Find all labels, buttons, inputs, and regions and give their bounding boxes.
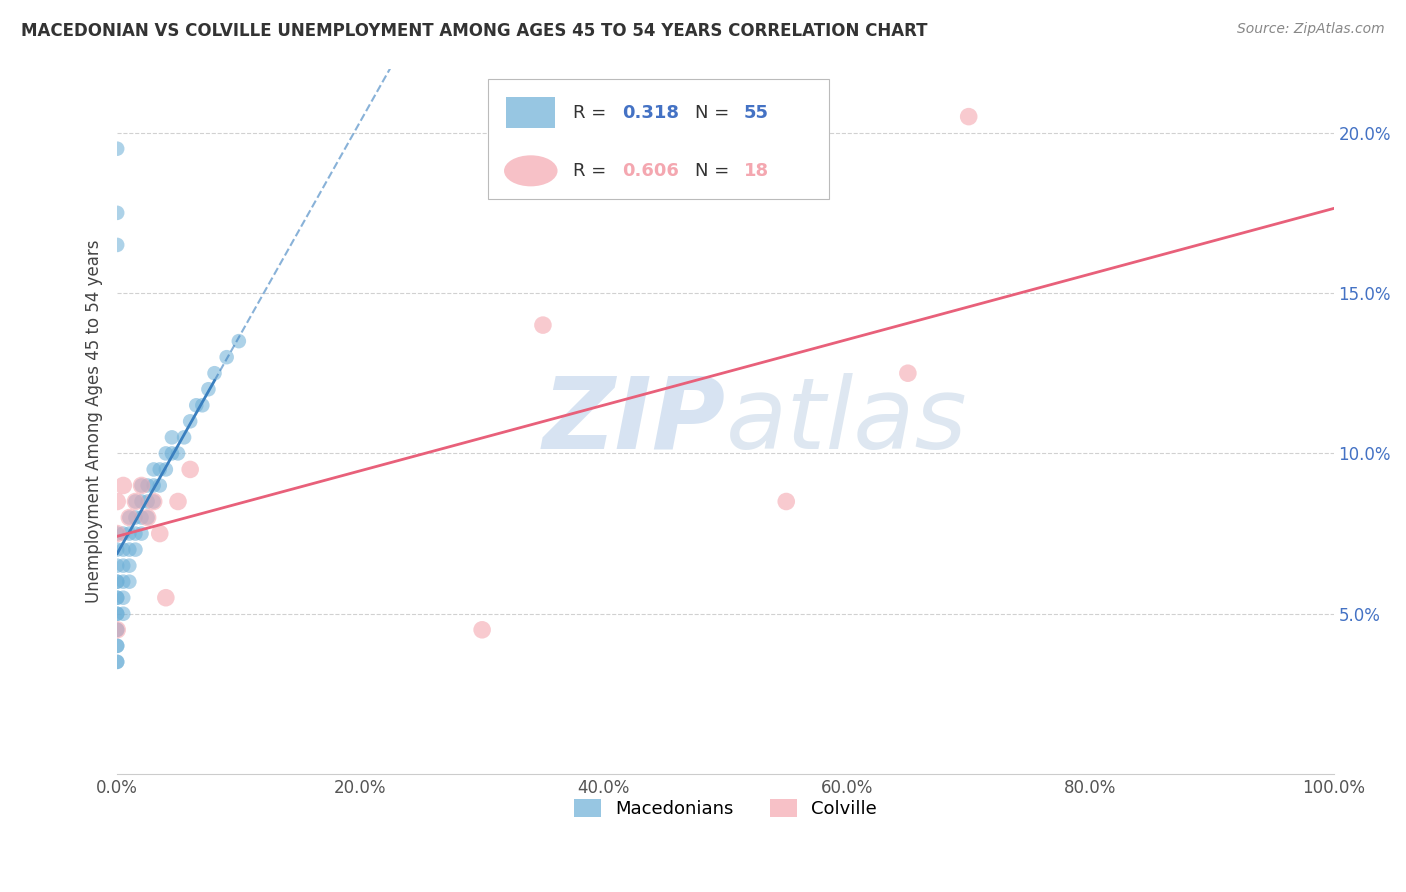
Point <box>142 494 165 508</box>
Point <box>105 574 128 589</box>
Point <box>897 366 920 380</box>
Point <box>149 526 172 541</box>
Point <box>155 446 177 460</box>
Point <box>118 542 141 557</box>
Point <box>112 542 135 557</box>
Text: 18: 18 <box>744 161 769 180</box>
Text: R =: R = <box>574 104 613 122</box>
Point <box>124 494 146 508</box>
Point <box>197 382 219 396</box>
Text: ZIP: ZIP <box>543 373 725 470</box>
Point <box>118 558 141 573</box>
Point <box>105 607 128 621</box>
Point <box>105 655 128 669</box>
Point <box>112 526 135 541</box>
Point <box>215 350 238 364</box>
Point <box>118 510 141 524</box>
Point <box>105 639 128 653</box>
Point <box>131 478 153 492</box>
Point <box>957 110 980 124</box>
Point <box>228 334 250 348</box>
Point <box>142 494 165 508</box>
Point <box>191 398 214 412</box>
Point <box>105 542 128 557</box>
Text: 0.606: 0.606 <box>621 161 679 180</box>
Point <box>105 639 128 653</box>
Point <box>105 623 128 637</box>
Point <box>186 398 208 412</box>
Point <box>105 591 128 605</box>
Point <box>105 238 128 252</box>
Text: R =: R = <box>574 161 613 180</box>
Point <box>112 591 135 605</box>
Point <box>471 623 494 637</box>
Point <box>105 623 128 637</box>
Point <box>142 462 165 476</box>
Legend: Macedonians, Colville: Macedonians, Colville <box>567 791 884 825</box>
Point <box>149 478 172 492</box>
Point <box>105 526 128 541</box>
Point <box>124 510 146 524</box>
Point <box>112 574 135 589</box>
Text: N =: N = <box>695 104 735 122</box>
Text: atlas: atlas <box>725 373 967 470</box>
Point <box>173 430 195 444</box>
Point <box>136 510 159 524</box>
Point <box>118 526 141 541</box>
Y-axis label: Unemployment Among Ages 45 to 54 years: Unemployment Among Ages 45 to 54 years <box>86 240 103 603</box>
Point <box>131 510 153 524</box>
Point <box>131 478 153 492</box>
Point <box>531 318 554 332</box>
Point <box>155 462 177 476</box>
Point <box>149 462 172 476</box>
Point <box>105 574 128 589</box>
Point <box>105 591 128 605</box>
Point <box>179 462 201 476</box>
Point <box>136 510 159 524</box>
Point <box>142 478 165 492</box>
Point <box>179 414 201 428</box>
Point <box>136 494 159 508</box>
Text: MACEDONIAN VS COLVILLE UNEMPLOYMENT AMONG AGES 45 TO 54 YEARS CORRELATION CHART: MACEDONIAN VS COLVILLE UNEMPLOYMENT AMON… <box>21 22 928 40</box>
Point <box>105 623 128 637</box>
Point <box>124 526 146 541</box>
Point <box>160 430 183 444</box>
Circle shape <box>503 155 558 186</box>
Point <box>118 574 141 589</box>
Point <box>105 526 128 541</box>
Point <box>775 494 797 508</box>
Point <box>112 607 135 621</box>
Bar <box>506 96 555 128</box>
Point <box>167 494 190 508</box>
Point <box>105 607 128 621</box>
Point <box>131 526 153 541</box>
Text: Source: ZipAtlas.com: Source: ZipAtlas.com <box>1237 22 1385 37</box>
Point <box>112 478 135 492</box>
Point <box>136 478 159 492</box>
Point <box>204 366 226 380</box>
Point <box>105 655 128 669</box>
Point <box>124 542 146 557</box>
Point <box>105 142 128 156</box>
Point <box>105 206 128 220</box>
FancyBboxPatch shape <box>488 79 828 199</box>
Text: 55: 55 <box>744 104 769 122</box>
Point <box>112 558 135 573</box>
Point <box>118 510 141 524</box>
Point <box>167 446 190 460</box>
Point <box>105 494 128 508</box>
Point <box>105 558 128 573</box>
Text: 0.318: 0.318 <box>621 104 679 122</box>
Text: N =: N = <box>695 161 735 180</box>
Point <box>124 494 146 508</box>
Point <box>155 591 177 605</box>
Point <box>160 446 183 460</box>
Point <box>131 494 153 508</box>
